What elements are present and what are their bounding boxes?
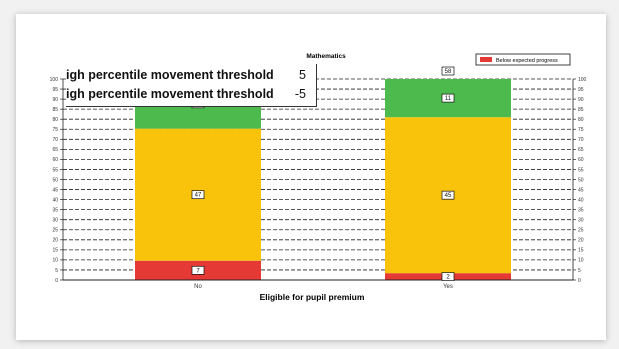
y-tick-label-left: 55 bbox=[52, 167, 58, 173]
lower-threshold-row: igh percentile movement threshold -5 bbox=[66, 85, 316, 103]
x-tick-label: Yes bbox=[443, 284, 453, 290]
upper-threshold-row: igh percentile movement threshold 5 bbox=[66, 66, 316, 84]
y-tick-label-left: 45 bbox=[52, 187, 58, 193]
lower-threshold-label: igh percentile movement threshold bbox=[66, 87, 274, 101]
data-label-box bbox=[191, 190, 205, 200]
y-tick-label-left: 70 bbox=[52, 137, 58, 143]
y-tick-label-left: 15 bbox=[52, 248, 58, 254]
y-tick-label-right: 60 bbox=[578, 157, 584, 163]
y-tick-label-right: 20 bbox=[578, 238, 584, 244]
y-tick-label-right: 50 bbox=[578, 177, 584, 183]
chart-title: Mathematics bbox=[306, 53, 346, 60]
y-tick-label-left: 100 bbox=[50, 77, 59, 83]
y-tick-label-right: 95 bbox=[578, 87, 584, 93]
x-axis-label: Eligible for pupil premium bbox=[260, 292, 365, 302]
data-label-box bbox=[191, 266, 205, 275]
threshold-panel: igh percentile movement threshold 5 igh … bbox=[66, 64, 317, 107]
y-tick-label-right: 5 bbox=[578, 268, 581, 274]
y-tick-label-left: 75 bbox=[52, 127, 58, 133]
y-tick-label-left: 30 bbox=[52, 218, 58, 224]
y-tick-label-right: 75 bbox=[578, 127, 584, 133]
y-tick-label-right: 0 bbox=[578, 278, 581, 284]
data-label: 11 bbox=[445, 96, 452, 102]
y-tick-label-left: 80 bbox=[52, 117, 58, 123]
y-tick-label-left: 65 bbox=[52, 147, 58, 153]
labels: 74718No2451158YesMathematicsEligible for… bbox=[191, 53, 571, 302]
y-tick-label-left: 95 bbox=[52, 87, 58, 93]
legend-box bbox=[475, 53, 571, 66]
y-tick-label-right: 55 bbox=[578, 167, 584, 173]
total-label-box bbox=[441, 66, 455, 76]
y-tick-label-left: 25 bbox=[52, 228, 58, 234]
y-tick-label-right: 10 bbox=[578, 258, 584, 264]
y-tick-label-left: 35 bbox=[52, 207, 58, 213]
x-tick-label: No bbox=[194, 284, 202, 290]
y-tick-label-left: 50 bbox=[52, 177, 58, 183]
y-tick-label-right: 70 bbox=[578, 137, 584, 143]
legend-swatch bbox=[480, 57, 492, 62]
y-tick-label-right: 65 bbox=[578, 147, 584, 153]
data-label-box bbox=[441, 190, 455, 200]
y-tick-label-left: 40 bbox=[52, 197, 58, 203]
data-label: 45 bbox=[445, 193, 452, 199]
y-tick-label-right: 40 bbox=[578, 197, 584, 203]
data-label-box bbox=[441, 272, 455, 281]
y-tick-label-right: 90 bbox=[578, 97, 584, 103]
y-tick-label-left: 0 bbox=[55, 278, 58, 284]
y-tick-label-left: 90 bbox=[52, 97, 58, 103]
data-label: 7 bbox=[196, 268, 200, 274]
y-tick-label-left: 20 bbox=[52, 238, 58, 244]
y-tick-label-left: 10 bbox=[52, 258, 58, 264]
y-tick-label-right: 30 bbox=[578, 218, 584, 224]
data-label: 2 bbox=[446, 275, 450, 281]
upper-threshold-value: 5 bbox=[299, 68, 306, 82]
y-tick-label-right: 45 bbox=[578, 187, 584, 193]
y-tick-label-right: 35 bbox=[578, 207, 584, 213]
y-tick-label-left: 85 bbox=[52, 107, 58, 113]
data-label: 47 bbox=[195, 193, 202, 199]
upper-threshold-label: igh percentile movement threshold bbox=[66, 68, 274, 82]
legend-label: Below expected progress bbox=[496, 58, 558, 64]
y-tick-label-right: 25 bbox=[578, 228, 584, 234]
y-tick-label-right: 85 bbox=[578, 107, 584, 113]
report-sheet: 0 0 5 5 10 10 15 15 20 20 25 25 30 30 35 35 40 40 45 45 50 50… bbox=[16, 14, 606, 340]
y-tick-label-right: 15 bbox=[578, 248, 584, 254]
data-label-box bbox=[441, 93, 455, 103]
y-tick-label-right: 80 bbox=[578, 117, 584, 123]
total-label: 58 bbox=[445, 69, 452, 75]
y-tick-label-left: 60 bbox=[52, 157, 58, 163]
y-tick-label-right: 100 bbox=[578, 77, 587, 83]
y-tick-label-left: 5 bbox=[55, 268, 58, 274]
lower-threshold-value: -5 bbox=[294, 87, 306, 101]
legend: Below expected progress bbox=[475, 53, 571, 66]
